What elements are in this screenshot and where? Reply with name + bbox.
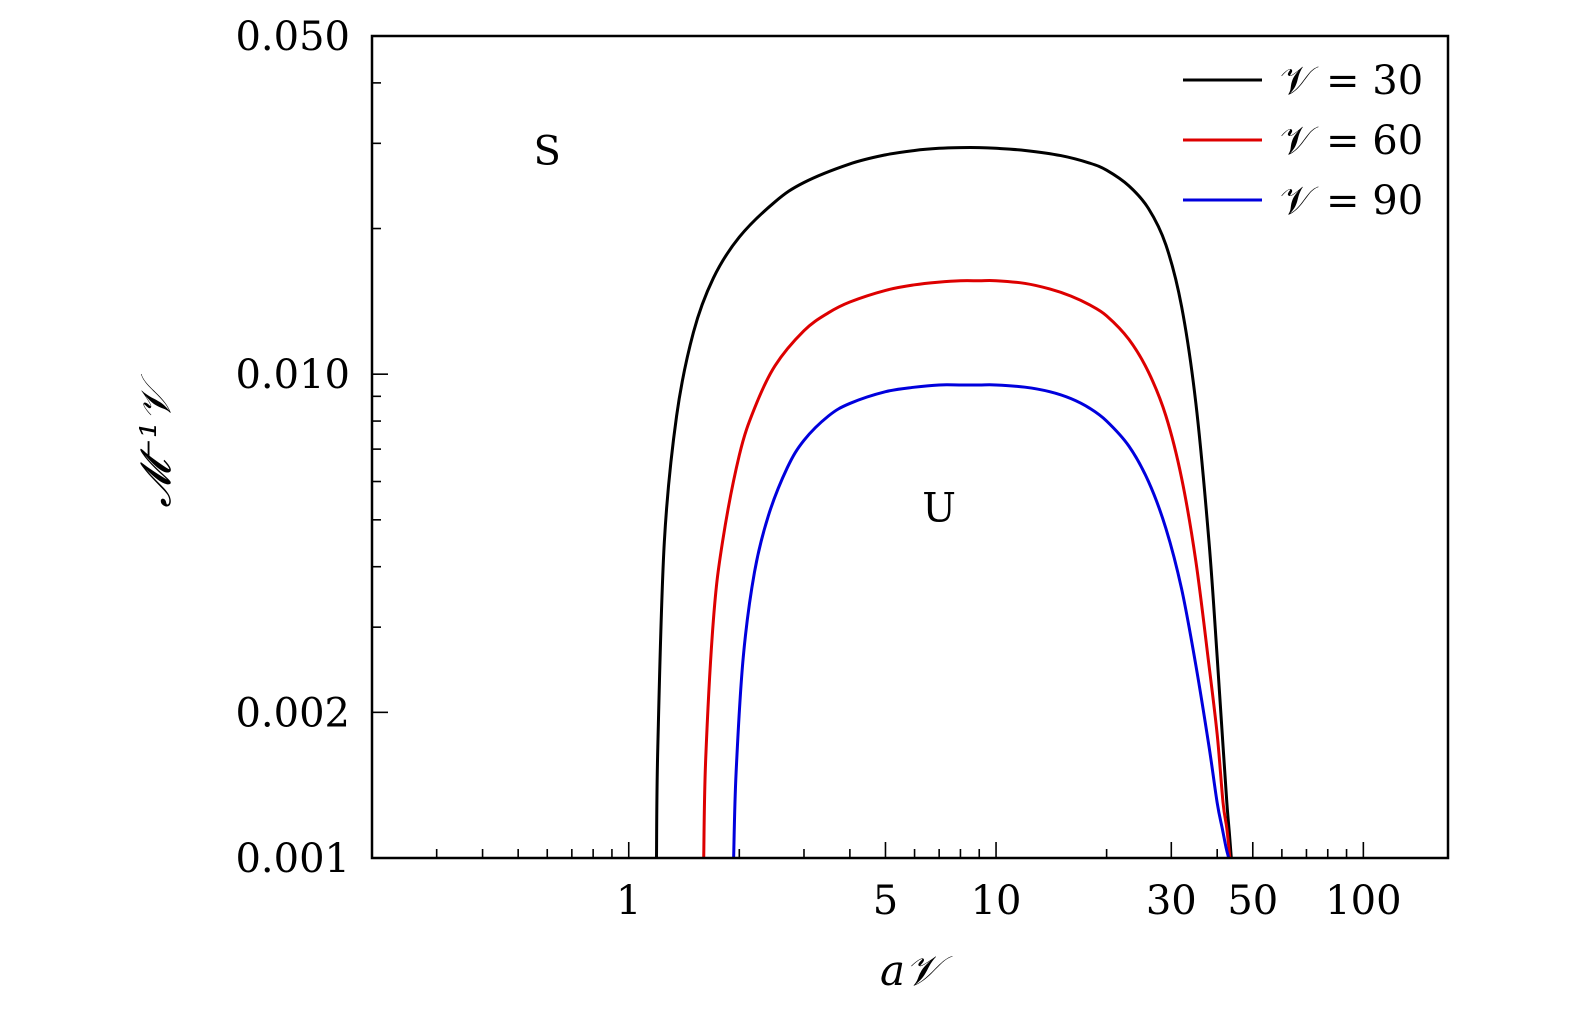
series-line-3 bbox=[732, 383, 1231, 858]
series-line-2 bbox=[702, 279, 1232, 858]
x-tick-label: 1 bbox=[616, 878, 641, 924]
series-line-1 bbox=[654, 145, 1233, 858]
x-tick-label: 30 bbox=[1146, 878, 1197, 924]
y-axis-label: 𝓜⁻¹𝒱 bbox=[131, 373, 180, 507]
x-tick-label: 5 bbox=[873, 878, 898, 924]
axes: 1 5 10 30 50 100 0.050 0.010 0.002 0.001 bbox=[235, 14, 1450, 924]
y-tick-label: 0.002 bbox=[235, 690, 350, 736]
x-tick-label: 50 bbox=[1227, 878, 1278, 924]
region-label-stable: S bbox=[534, 128, 561, 174]
x-tick-label: 100 bbox=[1325, 878, 1401, 924]
y-tick-label: 0.010 bbox=[235, 352, 350, 398]
legend-label-2: 𝒱 = 60 bbox=[1280, 118, 1423, 164]
legend-label-3: 𝒱 = 90 bbox=[1280, 178, 1423, 224]
legend-label-1: 𝒱 = 30 bbox=[1280, 58, 1423, 104]
y-tick-label: 0.001 bbox=[235, 836, 350, 882]
region-label-unstable: U bbox=[922, 486, 956, 532]
x-tick-label: 10 bbox=[971, 878, 1022, 924]
plot-frame bbox=[370, 34, 1450, 860]
y-tick-label: 0.050 bbox=[235, 14, 350, 60]
x-axis-label: a𝒱 bbox=[880, 946, 953, 995]
plot-area bbox=[654, 145, 1233, 858]
legend: 𝒱 = 30 𝒱 = 60 𝒱 = 90 bbox=[1183, 58, 1423, 224]
